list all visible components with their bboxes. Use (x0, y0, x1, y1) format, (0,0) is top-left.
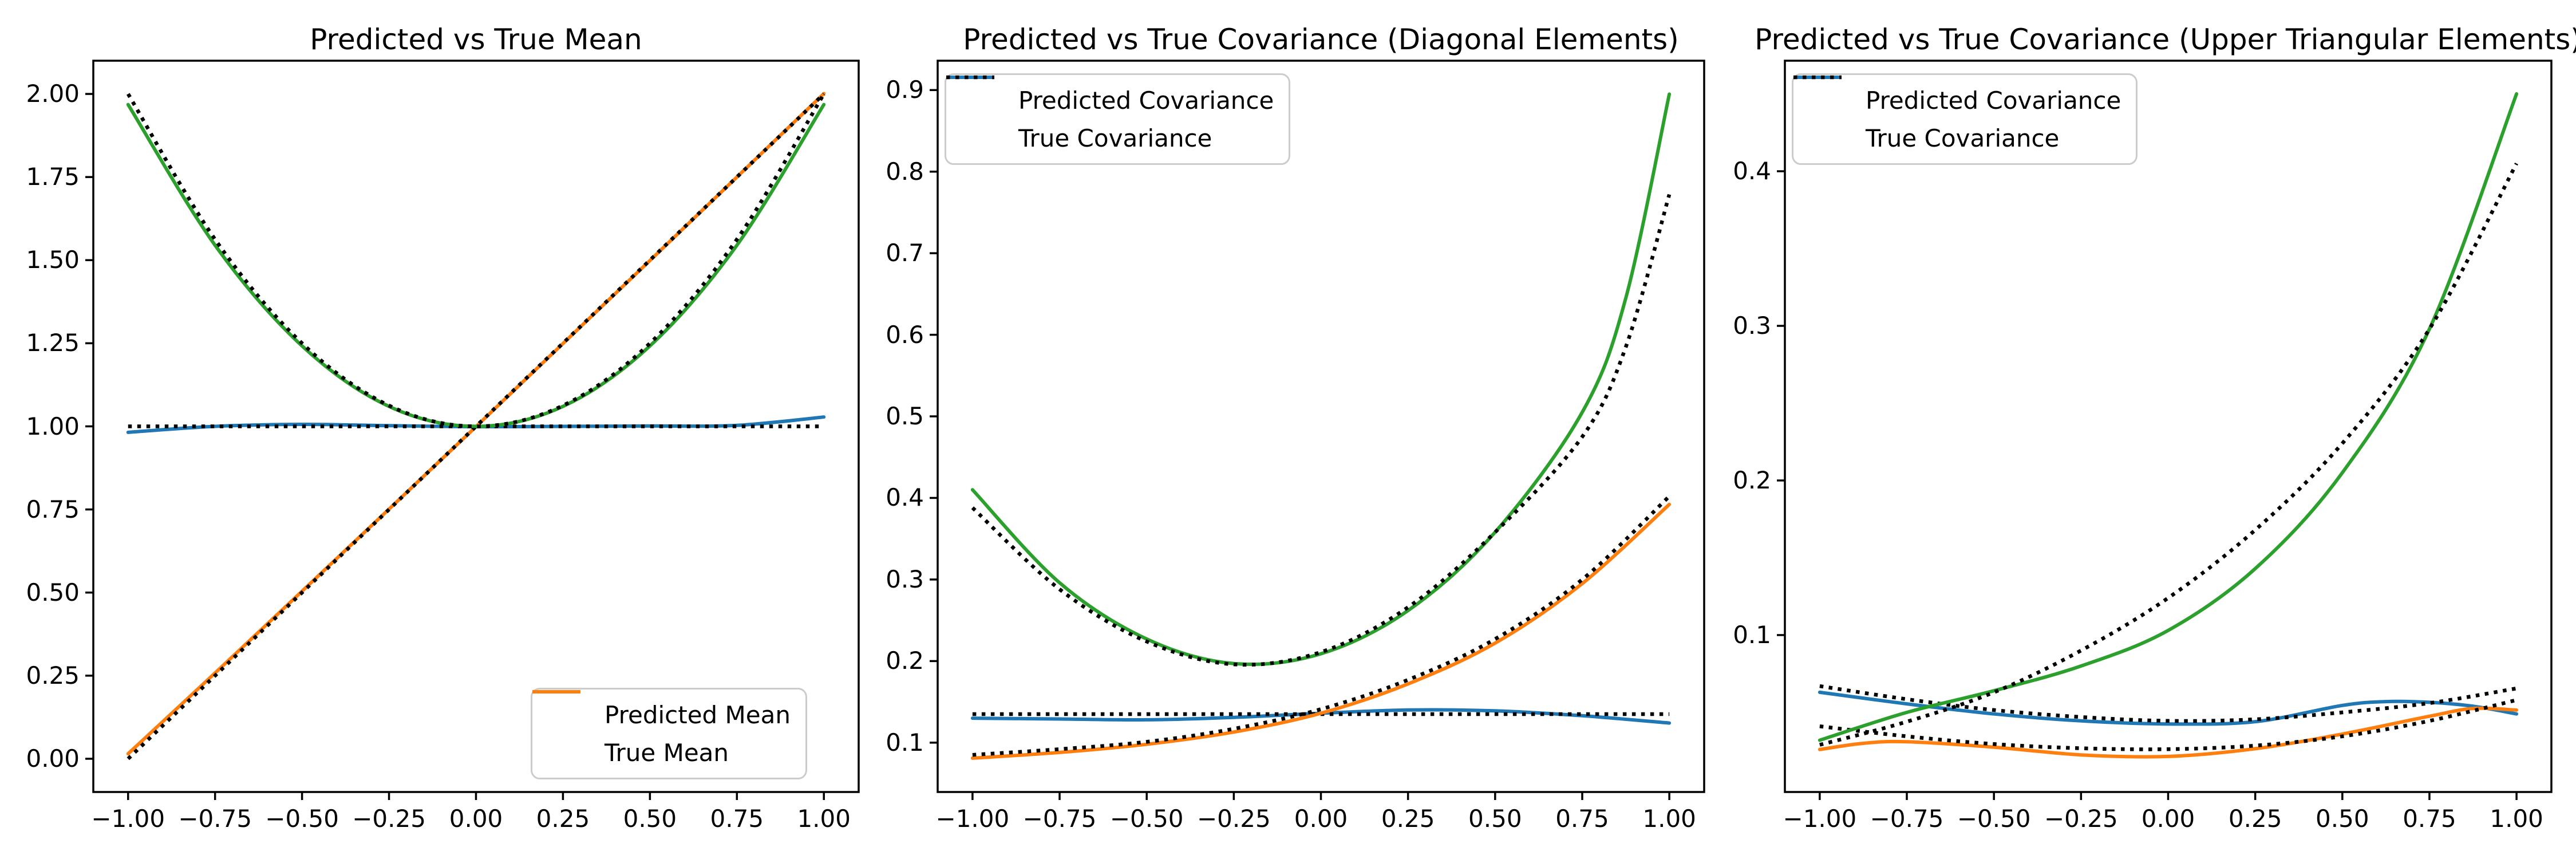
y-tick-label: 0.75 (26, 495, 80, 523)
subplot-1-title: Predicted vs True Covariance (Diagonal E… (963, 23, 1679, 56)
x-tick-label: −0.75 (1022, 805, 1097, 833)
legend-sample-svg (1793, 75, 1842, 80)
x-tick-label: −1.00 (91, 805, 165, 833)
y-tick-label: 0.25 (26, 661, 80, 689)
y-tick-label: 1.25 (26, 329, 80, 357)
legend-entry-label: True Covariance (1018, 124, 1212, 152)
x-tick-label: 0.50 (623, 805, 677, 833)
dotted-line-sample-icon (1793, 75, 1853, 140)
x-tick-label: 0.75 (710, 805, 764, 833)
true-cov-offdiag01-curve (1819, 684, 2517, 723)
y-tick-label: 1.75 (26, 163, 80, 191)
y-tick-label: 0.3 (886, 565, 924, 593)
legend-entry-label: Predicted Covariance (1018, 86, 1274, 115)
predicted-cov-diag1-curve (970, 502, 1672, 760)
x-tick-label: −1.00 (935, 805, 1010, 833)
solid-line-sample-icon (532, 690, 592, 755)
legend-entry: Predicted Covariance (1793, 76, 2121, 116)
dotted-line-sample-icon (946, 75, 1006, 140)
subplot-2-title: Predicted vs True Covariance (Upper Tria… (1755, 23, 2576, 56)
x-tick-label: 0.25 (536, 805, 590, 833)
y-tick-label: 0.3 (1733, 312, 1771, 340)
predicted-mean-dim2-curve (126, 103, 826, 428)
predicted-cov-diag2-curve (970, 92, 1672, 667)
x-tick-label: 0.75 (1555, 805, 1609, 833)
legend-entry-label: True Mean (605, 738, 729, 767)
y-tick-label: 0.50 (26, 578, 80, 606)
solid-line-sample-icon (1793, 76, 1853, 103)
x-tick-label: 0.75 (2403, 805, 2456, 833)
x-tick-label: −0.25 (2044, 805, 2118, 833)
y-tick-label: 0.00 (26, 744, 80, 773)
true-cov-offdiag02-curve (1819, 698, 2517, 751)
subplot-0-title: Predicted vs True Mean (310, 23, 642, 56)
x-tick-label: 0.25 (2228, 805, 2282, 833)
x-tick-label: 0.50 (2316, 805, 2369, 833)
predicted-cov-offdiag02-curve (1818, 706, 2519, 759)
legend-entry-label: Predicted Mean (605, 700, 791, 729)
y-tick-label: 0.2 (1733, 466, 1771, 494)
y-tick-label: 1.00 (26, 412, 80, 440)
legend-entry-label: True Covariance (1866, 124, 2060, 152)
x-tick-label: −0.50 (265, 805, 339, 833)
x-tick-label: −0.75 (1870, 805, 1944, 833)
true-cov-offdiag12-curve (1819, 162, 2518, 747)
x-tick-label: 1.00 (2490, 805, 2543, 833)
legend-entry-label: Predicted Covariance (1866, 86, 2121, 115)
subplot-2-spines (1784, 60, 2553, 793)
x-tick-label: 0.50 (1468, 805, 1522, 833)
x-tick-label: 1.00 (1642, 805, 1696, 833)
legend-sample-svg (532, 690, 581, 693)
x-tick-label: −0.50 (1109, 805, 1184, 833)
true-cov-diag1-curve (972, 495, 1671, 757)
subplot-1-legend: Predicted Covariance True Covariance (945, 73, 1291, 165)
legend-entry: True Mean (532, 690, 791, 769)
subplot-0-legend: Predicted Mean True Mean (531, 688, 807, 779)
y-tick-label: 0.4 (886, 483, 924, 512)
predicted-cov-offdiag12-curve (1818, 92, 2519, 742)
y-tick-label: 0.1 (1733, 620, 1771, 649)
subplot-1-series (970, 92, 1672, 760)
x-tick-label: 1.00 (797, 805, 851, 833)
x-tick-label: 0.00 (2141, 805, 2195, 833)
subplot-2-legend: Predicted Covariance True Covariance (1792, 73, 2138, 165)
y-tick-label: 0.7 (886, 239, 924, 267)
x-tick-label: −0.50 (1957, 805, 2031, 833)
legend-sample-svg (946, 75, 994, 80)
y-tick-label: 0.1 (886, 728, 924, 756)
x-tick-label: −0.25 (352, 805, 426, 833)
predicted-cov-offdiag01-curve (1818, 690, 2519, 726)
legend-entry: Predicted Covariance (946, 76, 1274, 116)
y-tick-label: 0.9 (886, 76, 924, 104)
y-tick-label: 1.50 (26, 246, 80, 274)
x-tick-label: −0.75 (178, 805, 252, 833)
x-tick-label: 0.00 (449, 805, 503, 833)
legend-entry: True Covariance (1793, 75, 2121, 154)
subplot-0-spines (92, 60, 860, 793)
y-tick-label: 0.6 (886, 320, 924, 349)
x-tick-label: −0.25 (1196, 805, 1271, 833)
x-tick-label: 0.00 (1294, 805, 1348, 833)
true-mean-dim2-curve (126, 93, 825, 428)
subplot-2-series (1818, 92, 2519, 759)
subplot-1-spines (937, 60, 1705, 793)
y-tick-label: 2.00 (26, 80, 80, 108)
x-tick-label: 0.25 (1381, 805, 1435, 833)
y-tick-label: 0.4 (1733, 157, 1771, 186)
y-tick-label: 0.2 (886, 647, 924, 675)
y-tick-label: 0.5 (886, 402, 924, 431)
subplot-0-series (126, 92, 826, 761)
legend-entry: True Covariance (946, 75, 1274, 154)
y-tick-label: 0.8 (886, 157, 924, 186)
x-tick-label: −1.00 (1783, 805, 1857, 833)
